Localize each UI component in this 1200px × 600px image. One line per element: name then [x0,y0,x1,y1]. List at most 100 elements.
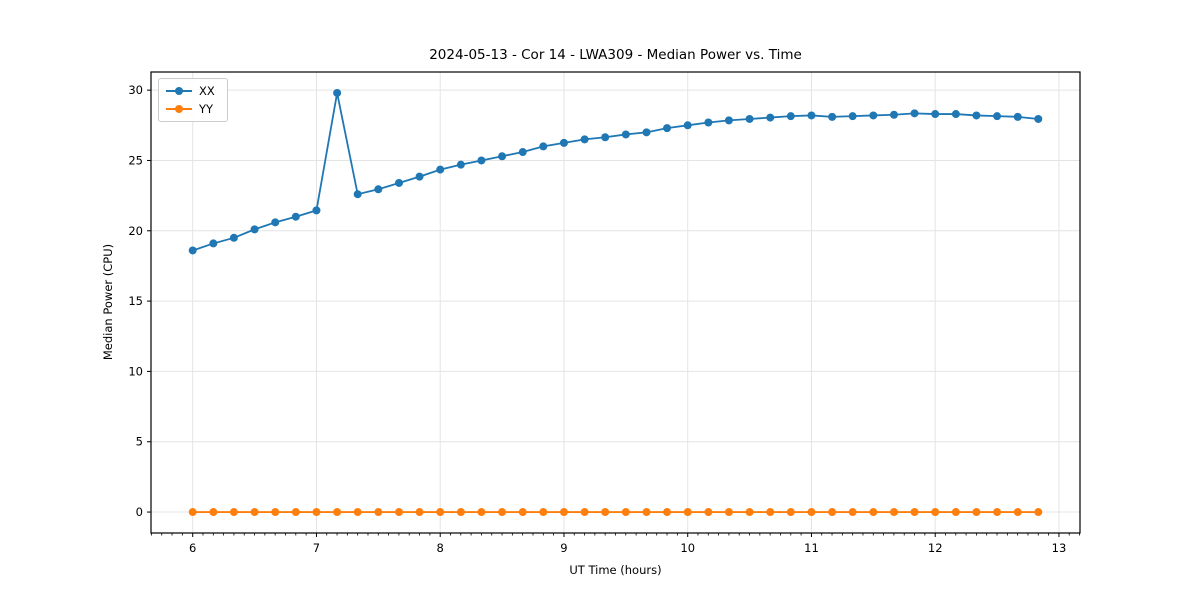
data-point-yy [291,508,300,517]
x-tick-label: 8 [437,541,444,555]
legend-item-yy: YY [159,102,227,116]
data-point-yy [353,508,362,517]
legend-label-yy: YY [199,102,214,116]
data-point-xx [766,113,775,122]
chart-title: 2024-05-13 - Cor 14 - LWA309 - Median Po… [429,47,802,63]
data-point-xx [601,133,610,142]
data-point-yy [704,508,713,517]
data-point-yy [786,508,795,517]
y-tick-label: 30 [128,83,143,97]
data-point-xx [745,114,754,123]
y-tick-label: 5 [136,435,143,449]
data-point-xx [890,110,899,119]
data-point-yy [869,508,878,517]
data-point-yy [374,508,383,517]
series-line-xx [192,92,1039,252]
data-point-yy [250,508,259,517]
data-point-yy [931,508,940,517]
data-point-xx [312,206,321,215]
y-tick-label: 20 [128,224,143,238]
data-point-xx [848,112,857,121]
data-point-yy [518,508,527,517]
data-point-xx [333,88,342,97]
y-tick-label: 25 [128,153,143,167]
data-point-yy [951,508,960,517]
data-point-xx [436,165,445,174]
data-point-yy [848,508,857,517]
xx-series-swatch [166,86,192,96]
data-point-xx [229,233,238,242]
data-point-xx [271,218,280,227]
data-point-yy [601,508,610,517]
data-point-xx [683,121,692,130]
legend-item-xx: XX [159,84,227,98]
data-point-xx [353,190,362,199]
data-point-xx [869,111,878,120]
data-point-yy [477,508,486,517]
data-point-xx [394,178,403,187]
data-point-yy [972,508,981,517]
data-point-yy [642,508,651,517]
yy-marker-icon [175,105,183,113]
data-point-xx [663,124,672,133]
data-point-yy [580,508,589,517]
data-point-xx [209,239,218,248]
x-tick-label: 12 [928,541,943,555]
x-tick-label: 13 [1052,541,1067,555]
x-tick-label: 7 [313,541,320,555]
data-point-xx [621,130,630,139]
data-point-xx [580,135,589,144]
data-point-xx [374,185,383,194]
data-point-xx [539,142,548,151]
data-point-yy [766,508,775,517]
x-tick-label: 9 [560,541,567,555]
data-point-yy [890,508,899,517]
data-point-xx [250,225,259,234]
x-tick-label: 10 [680,541,695,555]
yy-series-swatch [166,104,192,114]
y-tick-label: 0 [136,505,143,519]
data-point-xx [518,148,527,157]
data-point-yy [807,508,816,517]
data-point-xx [993,112,1002,121]
data-point-yy [683,508,692,517]
data-point-xx [807,111,816,120]
y-axis-label: Median Power (CPU) [101,243,115,361]
data-point-xx [828,112,837,121]
data-point-xx [1034,114,1043,123]
data-point-xx [724,116,733,125]
data-point-yy [456,508,465,517]
data-point-yy [188,508,197,517]
data-point-yy [559,508,568,517]
data-point-xx [188,246,197,255]
data-point-yy [993,508,1002,517]
data-point-xx [642,128,651,137]
data-point-yy [828,508,837,517]
data-point-yy [745,508,754,517]
data-point-xx [704,118,713,127]
data-point-yy [1013,508,1022,517]
data-point-xx [1013,112,1022,121]
data-point-xx [291,212,300,221]
data-point-xx [498,152,507,161]
data-point-yy [1034,508,1043,517]
axes-spines [150,71,1081,534]
y-tick-label: 10 [128,364,143,378]
data-point-yy [394,508,403,517]
data-point-xx [910,109,919,118]
data-point-yy [209,508,218,517]
x-tick-label: 11 [804,541,819,555]
x-axis-label: UT Time (hours) [569,563,662,577]
x-tick-label: 6 [189,541,196,555]
data-point-yy [910,508,919,517]
data-point-xx [786,112,795,121]
data-point-yy [415,508,424,517]
data-point-yy [621,508,630,517]
data-point-xx [456,160,465,169]
data-point-yy [436,508,445,517]
data-point-yy [498,508,507,517]
data-point-xx [972,111,981,120]
data-point-yy [663,508,672,517]
